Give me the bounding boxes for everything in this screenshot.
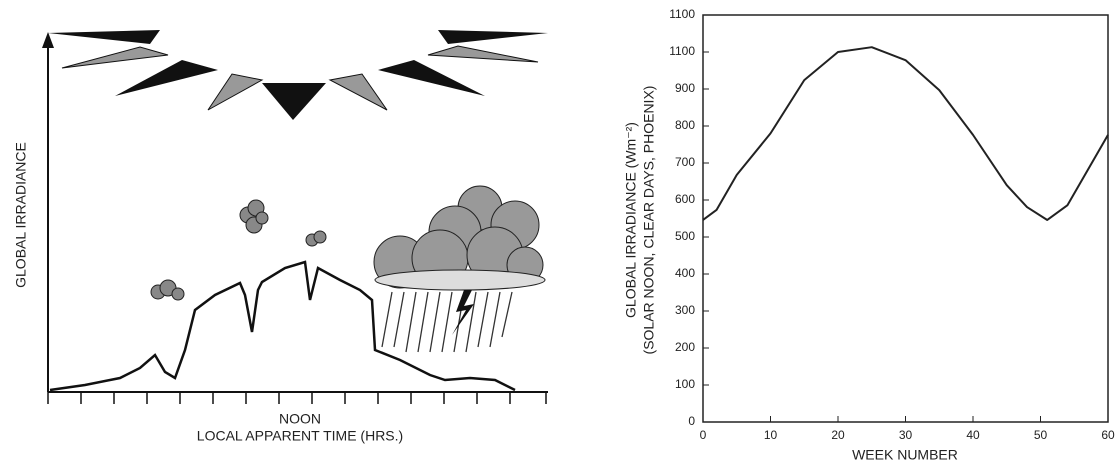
y-tick-label: 600 xyxy=(675,192,695,206)
y-axis-label: GLOBAL IRRADIANCE xyxy=(13,142,29,288)
plot-frame xyxy=(702,14,1109,423)
sun-ray xyxy=(115,60,218,96)
y-tick-label: 500 xyxy=(675,229,695,243)
x-tick-label: 40 xyxy=(966,428,980,442)
x-tick-label: 30 xyxy=(899,428,913,442)
x-tick-label: 0 xyxy=(700,428,707,442)
y-tick-label: 100 xyxy=(675,377,695,391)
sun-ray xyxy=(378,60,485,96)
small-clouds xyxy=(150,199,327,301)
y-tick-label: 1100 xyxy=(669,44,695,58)
sun-ray xyxy=(48,30,160,44)
sun-ray xyxy=(427,45,539,63)
noon-label: NOON xyxy=(279,411,321,427)
time-ticks xyxy=(47,392,547,404)
sun-ray xyxy=(438,30,548,44)
sun-ray xyxy=(328,73,388,111)
irradiance-sketch xyxy=(49,260,516,392)
x-axis-label: LOCAL APPARENT TIME (HRS.) xyxy=(197,428,403,444)
y-tick-label: 300 xyxy=(675,303,695,317)
sun-ray xyxy=(207,73,264,111)
y-tick-label: 0 xyxy=(688,414,695,428)
y-tick-label: 900 xyxy=(675,81,695,95)
x-tick-label: 50 xyxy=(1034,428,1048,442)
x-tick-label: 10 xyxy=(764,428,778,442)
y-axis-label-2: (SOLAR NOON, CLEAR DAYS, PHOENIX) xyxy=(641,86,657,355)
x-axis-label: WEEK NUMBER xyxy=(852,447,958,463)
x-tick-label: 20 xyxy=(831,428,845,442)
sun-ray xyxy=(61,46,169,69)
y-tick-label: 200 xyxy=(675,340,695,354)
lightning xyxy=(452,290,474,335)
y-tick-label: 700 xyxy=(675,155,695,169)
storm-cloud xyxy=(373,185,546,353)
axis-arrow xyxy=(42,32,54,48)
y-tick-label: 800 xyxy=(675,118,695,132)
irradiance-line xyxy=(702,46,1109,221)
sun-ray xyxy=(262,83,326,120)
y-tick-label: 400 xyxy=(675,266,695,280)
y-tick-label: 1100 xyxy=(669,7,695,21)
x-tick-label: 60 xyxy=(1101,428,1115,442)
illustration: GLOBAL IRRADIANCE NOON LOCAL APPARENT TI… xyxy=(13,30,548,444)
line-chart: GLOBAL IRRADIANCE (Wm⁻²) (SOLAR NOON, CL… xyxy=(623,7,1115,463)
y-axis-label: GLOBAL IRRADIANCE (Wm⁻²) xyxy=(623,122,639,318)
